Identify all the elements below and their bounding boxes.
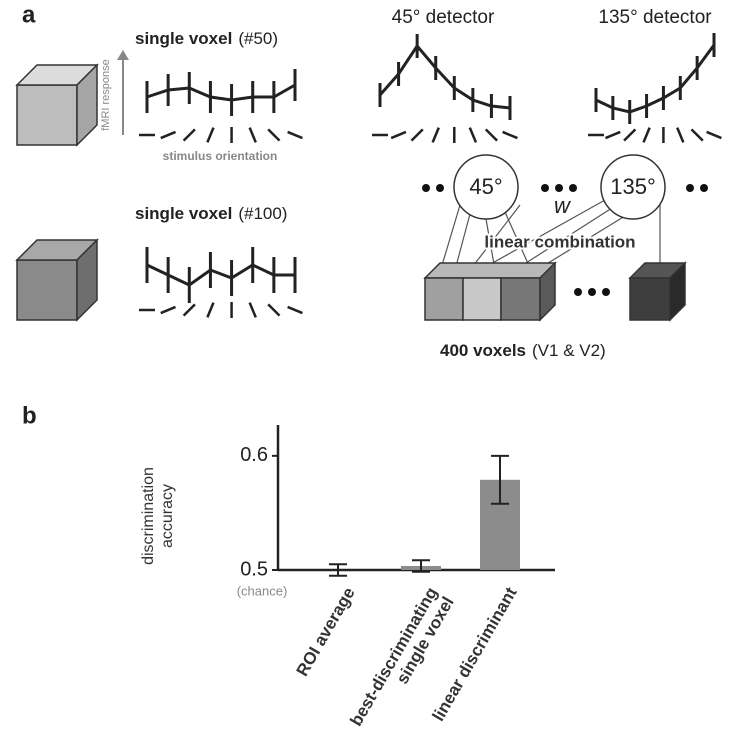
detector-title: 45° detector (392, 7, 495, 28)
tuning-curve (146, 83, 296, 102)
tuning-curve (146, 263, 295, 287)
orientation-glyph (248, 302, 257, 318)
orientation-glyph (182, 128, 196, 142)
voxel-id: (#50) (238, 29, 278, 48)
orientation-glyph (182, 303, 196, 317)
voxel-cube-dark (15, 238, 99, 322)
orientation-glyph (502, 130, 518, 140)
arrow-head (117, 50, 129, 60)
orientation-glyph (267, 303, 281, 317)
detector-unit (600, 154, 666, 220)
orientation-glyph (484, 128, 498, 142)
orientation-glyph (623, 128, 637, 142)
orientation-glyph (287, 305, 303, 315)
error-bar (491, 454, 509, 505)
x-axis-note: stimulus orientation (163, 149, 278, 163)
panel-label: b (22, 402, 37, 429)
voxel-id: (#100) (238, 204, 287, 223)
voxel-title-bold: single voxel (135, 29, 232, 48)
voxel-cube-light (15, 63, 99, 147)
error-bar (329, 563, 347, 577)
panel-label: a (22, 1, 36, 28)
y-tick-label: 0.6 (240, 444, 268, 466)
error-bar (412, 559, 430, 573)
combination-label: linear combination (484, 232, 635, 251)
detector-title: 135° detector (598, 7, 712, 28)
voxels-title-bold: 400 voxels (440, 341, 526, 360)
voxel-title-bold: single voxel (135, 204, 232, 223)
unit-label: 135° (610, 174, 656, 199)
voxel-row (423, 261, 687, 322)
orientation-glyph (206, 127, 215, 143)
orientation-glyph (287, 130, 303, 140)
orientation-glyph (604, 130, 621, 140)
orientation-glyph (690, 128, 704, 142)
orientation-glyph (390, 130, 407, 140)
orientation-glyph (248, 127, 257, 143)
y-axis-note: fMRI response (100, 59, 112, 131)
orientation-glyph (410, 128, 424, 142)
orientation-glyph (676, 127, 685, 143)
tuning-curve (595, 44, 716, 114)
orientation-glyph (642, 127, 651, 143)
voxels-title: 400 voxels (V1 & V2) (440, 341, 606, 360)
orientation-glyph (431, 127, 440, 143)
orientation-glyph (206, 302, 215, 318)
orientation-glyph (160, 305, 177, 315)
detector-unit (453, 154, 519, 220)
voxel-title: single voxel (#100) (135, 204, 287, 223)
tuning-curve (378, 43, 511, 110)
ellipsis-dots (422, 184, 708, 296)
orientation-glyph (160, 130, 177, 140)
chance-annotation: (chance) (237, 583, 288, 598)
orientation-glyph (468, 127, 478, 143)
y-axis-label: discrimination accuracy (140, 467, 176, 565)
unit-label: 45° (469, 174, 502, 199)
weight-lines (439, 199, 661, 273)
voxels-region: (V1 & V2) (532, 341, 606, 360)
orientation-glyph (267, 128, 281, 142)
y-tick-label: 0.5 (240, 558, 268, 580)
voxel-title: single voxel (#50) (135, 29, 278, 48)
orientation-glyph (706, 130, 722, 140)
weight-symbol: w (554, 193, 572, 218)
